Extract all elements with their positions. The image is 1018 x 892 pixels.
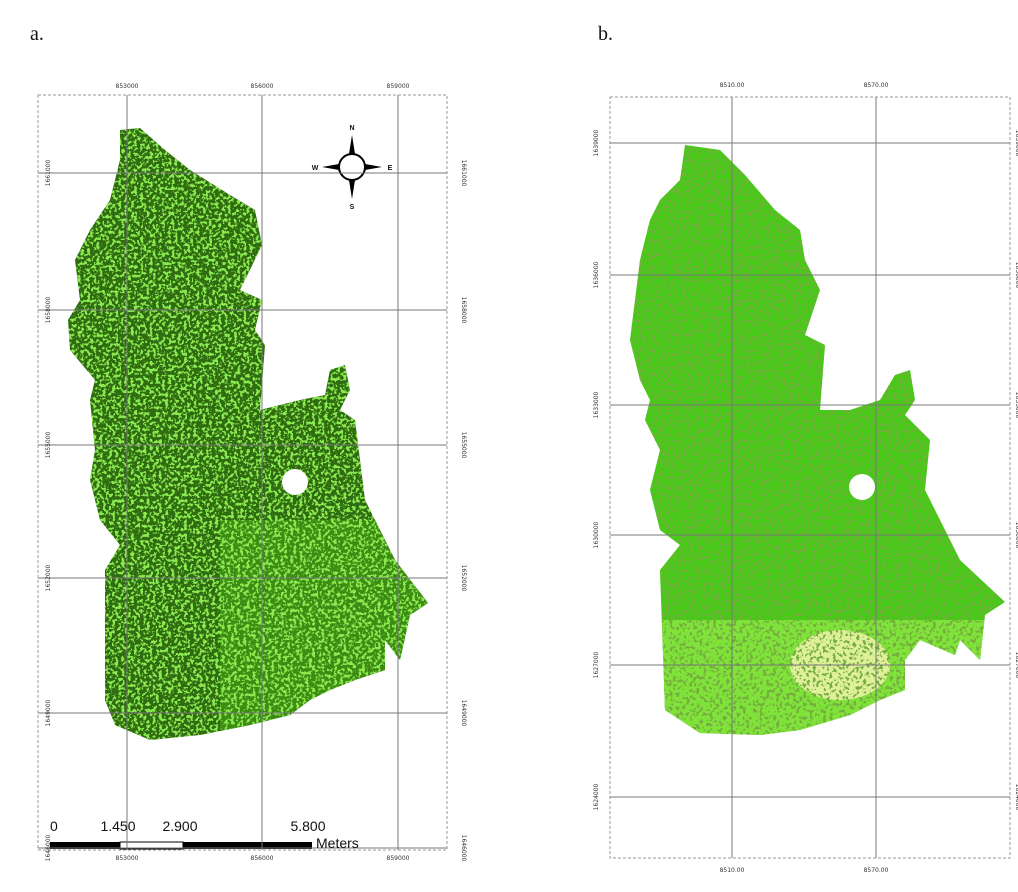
y-tick-label: 1624000 bbox=[1014, 784, 1018, 811]
y-tick-label: 1639000 bbox=[593, 129, 600, 156]
y-tick-label: 1633000 bbox=[1014, 392, 1018, 419]
y-tick-label: 1655000 bbox=[460, 432, 467, 459]
y-tick-label: 1655000 bbox=[45, 431, 52, 458]
scale-label: 5.800 bbox=[290, 818, 325, 834]
scale-label: 1.450 bbox=[100, 818, 135, 834]
compass-letter: W bbox=[312, 165, 319, 172]
x-tick-label: 859000 bbox=[387, 855, 410, 862]
y-tick-label: 1658000 bbox=[45, 296, 52, 323]
y-tick-label: 1652000 bbox=[45, 564, 52, 591]
y-tick-label: 1639000 bbox=[1014, 130, 1018, 157]
x-tick-label: 859000 bbox=[387, 83, 410, 90]
compass-letter: N bbox=[349, 125, 354, 132]
y-tick-label: 1652000 bbox=[460, 565, 467, 592]
compass-letter: S bbox=[350, 204, 355, 211]
y-tick-label: 1649000 bbox=[460, 700, 467, 727]
y-tick-label: 1646000 bbox=[460, 835, 467, 862]
x-tick-label: 8510.00 bbox=[720, 82, 745, 89]
scale-unit: Meters bbox=[316, 835, 359, 851]
x-tick-label: 856000 bbox=[251, 855, 274, 862]
x-tick-label: 853000 bbox=[116, 855, 139, 862]
y-tick-label: 1636000 bbox=[1014, 262, 1018, 289]
y-tick-label: 1630000 bbox=[1014, 522, 1018, 549]
y-tick-label: 1661000 bbox=[460, 160, 467, 187]
x-tick-label: 8570.00 bbox=[864, 867, 889, 874]
x-tick-label: 8570.00 bbox=[864, 82, 889, 89]
figure: a. 853000 856000 859000 853000 856000 859000 16… bbox=[0, 0, 1018, 892]
y-tick-label: 1624000 bbox=[593, 783, 600, 810]
panel-label: a. bbox=[30, 23, 44, 45]
y-tick-label: 1658000 bbox=[460, 297, 467, 324]
north-arrow bbox=[322, 135, 382, 199]
scale-label: 2.900 bbox=[162, 818, 197, 834]
compass-letter: E bbox=[388, 165, 393, 172]
land-cover-map bbox=[620, 140, 1010, 740]
y-tick-label: 1646000 bbox=[45, 834, 52, 861]
x-tick-label: 856000 bbox=[251, 83, 274, 90]
y-tick-label: 1636000 bbox=[593, 261, 600, 288]
panel-label: b. bbox=[598, 23, 613, 45]
scale-label: 0 bbox=[50, 818, 58, 834]
land-cover-map bbox=[60, 120, 440, 750]
y-tick-label: 1627000 bbox=[1014, 652, 1018, 679]
y-tick-label: 1661000 bbox=[45, 159, 52, 186]
y-tick-label: 1627000 bbox=[593, 651, 600, 678]
y-tick-label: 1649000 bbox=[45, 699, 52, 726]
y-tick-label: 1630000 bbox=[593, 521, 600, 548]
x-tick-label: 8510.00 bbox=[720, 867, 745, 874]
y-tick-label: 1633000 bbox=[593, 391, 600, 418]
x-tick-label: 853000 bbox=[116, 83, 139, 90]
